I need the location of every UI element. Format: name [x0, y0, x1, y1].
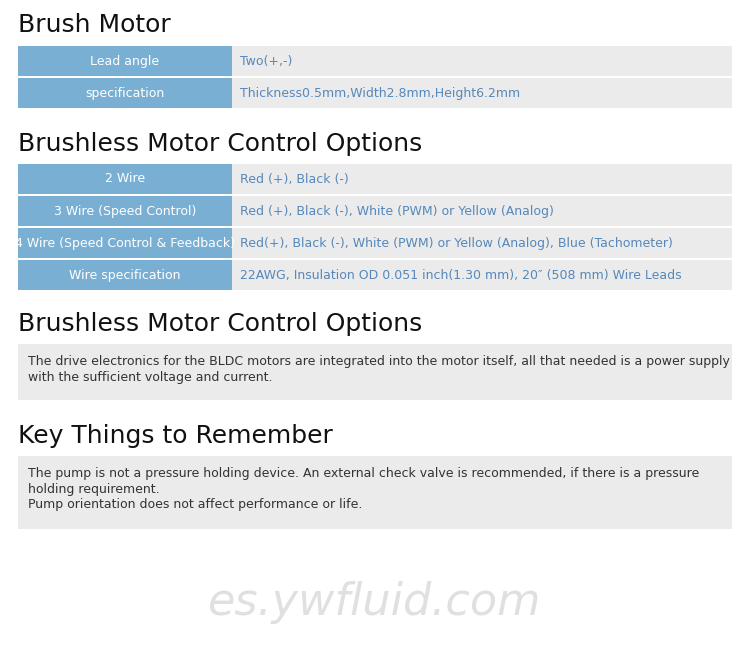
FancyBboxPatch shape	[232, 260, 732, 290]
FancyBboxPatch shape	[18, 260, 232, 290]
Text: Red(+), Black (-), White (PWM) or Yellow (Analog), Blue (Tachometer): Red(+), Black (-), White (PWM) or Yellow…	[240, 237, 673, 249]
FancyBboxPatch shape	[18, 78, 232, 108]
FancyBboxPatch shape	[232, 164, 732, 194]
Text: holding requirement.: holding requirement.	[28, 483, 160, 496]
FancyBboxPatch shape	[18, 196, 232, 226]
Text: Lead angle: Lead angle	[91, 54, 160, 67]
FancyBboxPatch shape	[18, 228, 232, 258]
FancyBboxPatch shape	[232, 46, 732, 76]
Text: with the sufficient voltage and current.: with the sufficient voltage and current.	[28, 371, 272, 384]
Text: The pump is not a pressure holding device. An external check valve is recommende: The pump is not a pressure holding devic…	[28, 467, 699, 480]
Text: 4 Wire (Speed Control & Feedback): 4 Wire (Speed Control & Feedback)	[15, 237, 235, 249]
Text: Pump orientation does not affect performance or life.: Pump orientation does not affect perform…	[28, 498, 362, 511]
Text: Brush Motor: Brush Motor	[18, 14, 171, 38]
FancyBboxPatch shape	[18, 46, 232, 76]
Text: Brushless Motor Control Options: Brushless Motor Control Options	[18, 312, 422, 336]
Text: Wire specification: Wire specification	[69, 268, 181, 281]
Text: 2 Wire: 2 Wire	[105, 172, 145, 185]
Text: 3 Wire (Speed Control): 3 Wire (Speed Control)	[54, 205, 196, 218]
FancyBboxPatch shape	[18, 456, 732, 529]
Text: Red (+), Black (-), White (PWM) or Yellow (Analog): Red (+), Black (-), White (PWM) or Yello…	[240, 205, 554, 218]
FancyBboxPatch shape	[232, 196, 732, 226]
FancyBboxPatch shape	[232, 78, 732, 108]
Text: 22AWG, Insulation OD 0.051 inch(1.30 mm), 20″ (508 mm) Wire Leads: 22AWG, Insulation OD 0.051 inch(1.30 mm)…	[240, 268, 682, 281]
Text: Key Things to Remember: Key Things to Remember	[18, 424, 333, 448]
FancyBboxPatch shape	[232, 228, 732, 258]
Text: Red (+), Black (-): Red (+), Black (-)	[240, 172, 349, 185]
Text: specification: specification	[86, 86, 165, 100]
Text: es.ywfluid.com: es.ywfluid.com	[209, 581, 542, 625]
FancyBboxPatch shape	[18, 164, 232, 194]
Text: Brushless Motor Control Options: Brushless Motor Control Options	[18, 132, 422, 156]
Text: Two(+,-): Two(+,-)	[240, 54, 292, 67]
Text: The drive electronics for the BLDC motors are integrated into the motor itself, : The drive electronics for the BLDC motor…	[28, 355, 730, 368]
FancyBboxPatch shape	[18, 344, 732, 400]
Text: Thickness0.5mm,Width2.8mm,Height6.2mm: Thickness0.5mm,Width2.8mm,Height6.2mm	[240, 86, 520, 100]
